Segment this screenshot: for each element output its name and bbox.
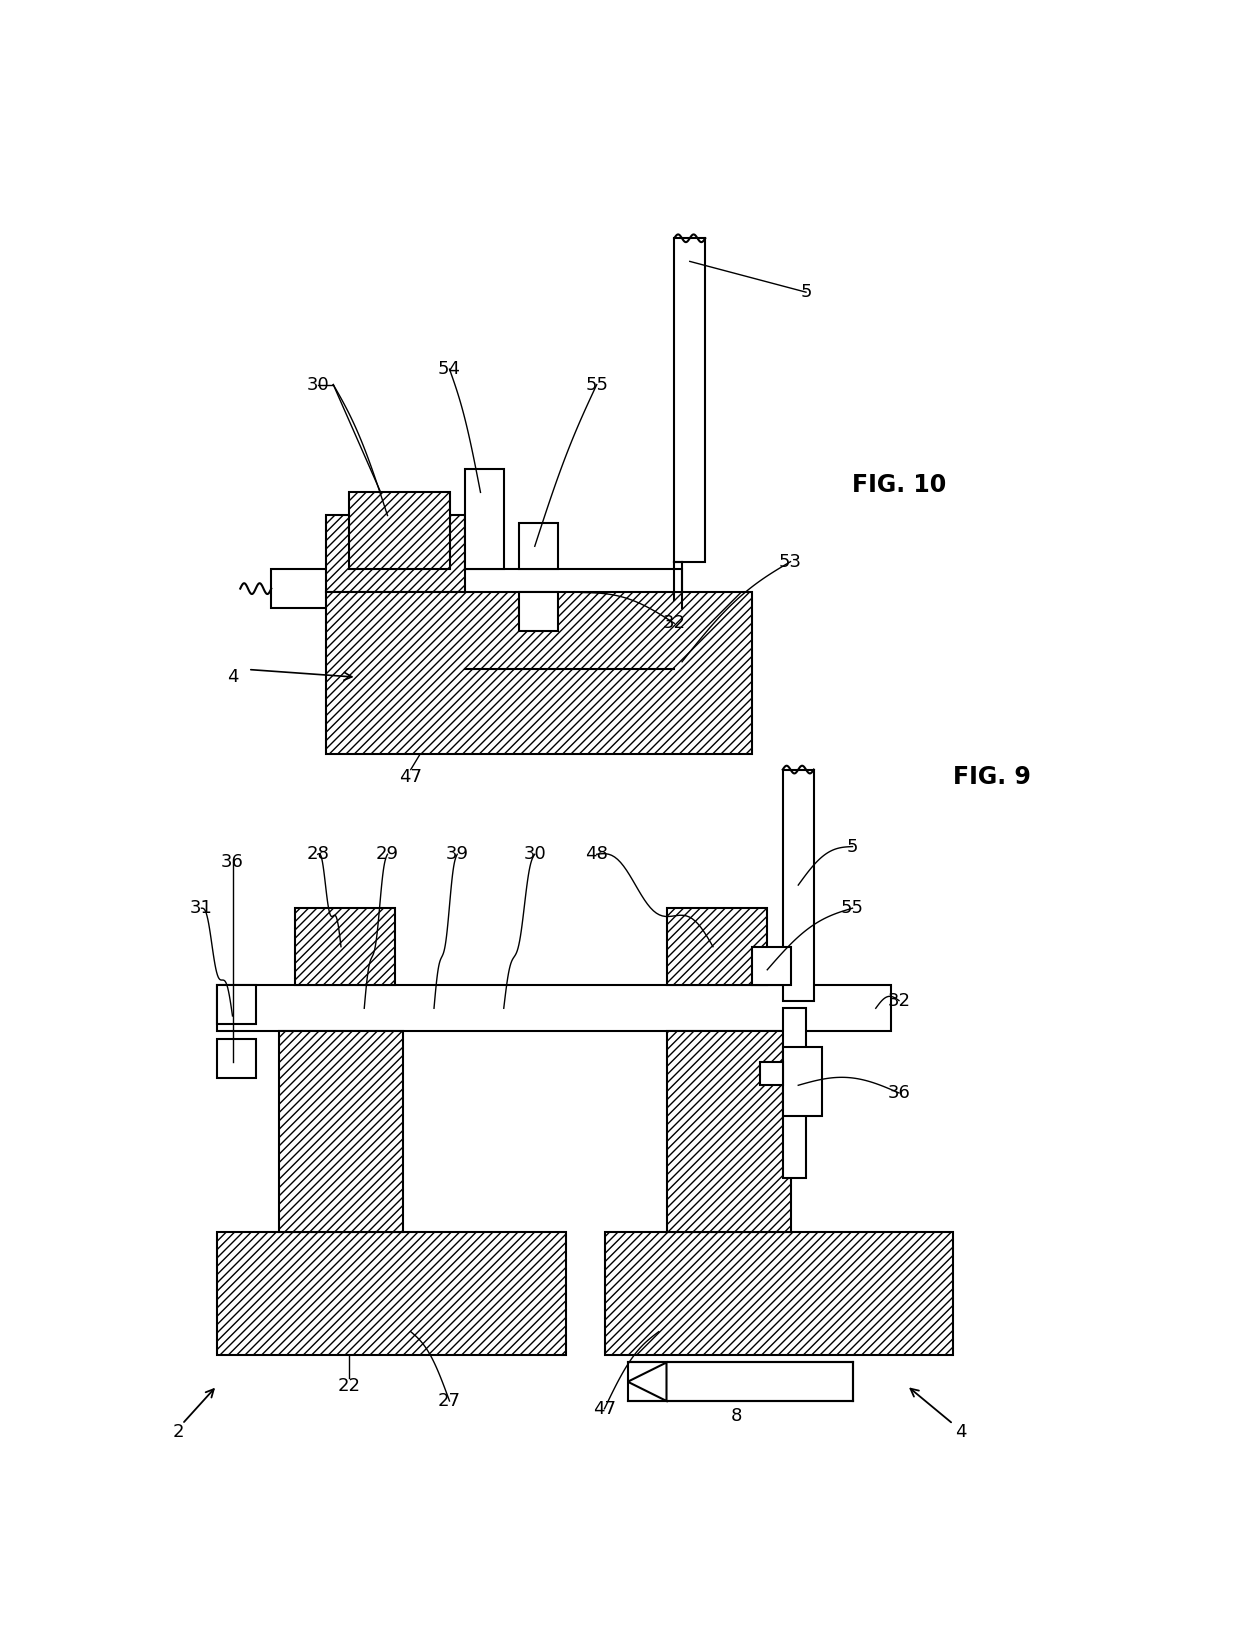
Bar <box>520 524 558 570</box>
Bar <box>605 1232 954 1355</box>
Text: FIG. 9: FIG. 9 <box>954 765 1030 790</box>
Text: 39: 39 <box>445 846 469 864</box>
Bar <box>782 770 813 1001</box>
Text: 32: 32 <box>662 615 686 633</box>
Bar <box>217 1039 255 1077</box>
Text: 5: 5 <box>847 838 858 856</box>
Text: 47: 47 <box>593 1399 616 1417</box>
Bar <box>782 1008 806 1178</box>
Text: 30: 30 <box>523 846 546 864</box>
Bar <box>348 492 449 570</box>
Text: FIG. 10: FIG. 10 <box>852 472 946 497</box>
Bar <box>217 985 255 1024</box>
Bar <box>751 947 791 985</box>
Text: 31: 31 <box>190 899 213 917</box>
Text: 4: 4 <box>955 1422 967 1441</box>
Bar <box>465 469 503 570</box>
Bar <box>217 985 892 1031</box>
Text: 36: 36 <box>221 852 244 871</box>
Bar <box>627 1363 853 1401</box>
Text: 47: 47 <box>399 768 423 786</box>
Text: 2: 2 <box>172 1422 184 1441</box>
Bar <box>759 1062 782 1085</box>
Text: 53: 53 <box>779 553 802 570</box>
Bar <box>667 909 768 985</box>
Text: 36: 36 <box>888 1084 910 1102</box>
Bar <box>272 570 682 608</box>
Bar <box>465 654 682 669</box>
Text: 5: 5 <box>800 282 812 301</box>
Bar <box>325 515 465 593</box>
Text: 4: 4 <box>227 667 238 686</box>
Text: 30: 30 <box>306 375 329 393</box>
Text: 28: 28 <box>306 846 329 864</box>
Bar <box>279 1031 403 1232</box>
Text: 8: 8 <box>730 1408 742 1426</box>
Text: 55: 55 <box>841 899 864 917</box>
Bar <box>675 238 706 562</box>
Bar <box>782 1047 821 1117</box>
Text: 55: 55 <box>585 375 609 393</box>
Bar <box>295 909 396 985</box>
Text: 29: 29 <box>376 846 399 864</box>
Text: 32: 32 <box>888 991 910 1009</box>
Text: 27: 27 <box>438 1393 461 1409</box>
Bar <box>217 1232 565 1355</box>
Bar <box>325 593 751 755</box>
Text: 48: 48 <box>585 846 608 864</box>
Bar <box>465 608 682 654</box>
Bar <box>667 1031 791 1232</box>
Text: 22: 22 <box>337 1376 361 1394</box>
Polygon shape <box>627 1363 667 1401</box>
Bar <box>520 593 558 631</box>
Text: 54: 54 <box>438 360 461 378</box>
